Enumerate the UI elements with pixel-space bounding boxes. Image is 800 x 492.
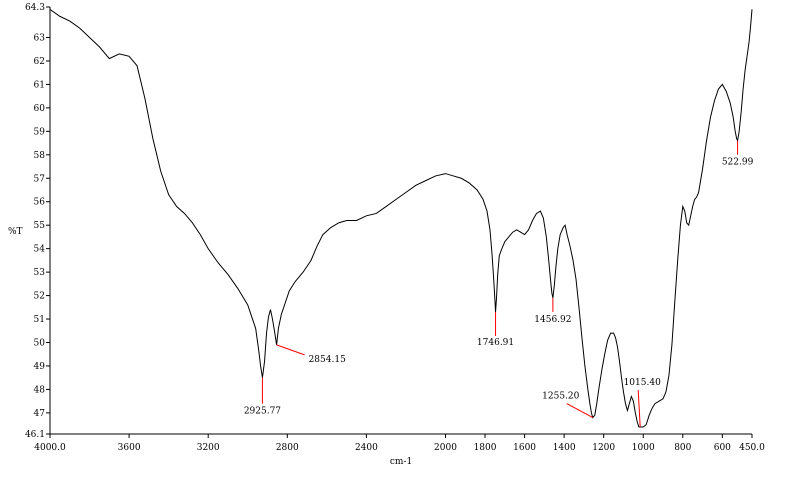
peak-label: 1456.92	[534, 315, 571, 325]
peak-marker	[566, 403, 594, 419]
x-tick-label: 1200	[592, 443, 615, 453]
x-tick-label: 4000.0	[34, 443, 66, 453]
y-tick-label: 56	[34, 198, 46, 208]
y-tick-label: 48	[34, 385, 46, 395]
spectrum-series	[49, 8, 753, 428]
y-tick-label: 46.1	[25, 430, 45, 440]
y-tick-label: 51	[34, 315, 45, 325]
x-tick-label: 1800	[474, 443, 497, 453]
x-tick-label: 600	[714, 443, 731, 453]
x-tick-label: 1000	[632, 443, 655, 453]
y-tick-label: 49	[34, 362, 46, 372]
peak-label: 2925.77	[244, 407, 281, 417]
peak-label: 522.99	[722, 158, 754, 168]
y-tick-label: 54	[34, 245, 46, 255]
x-tick-label: 3600	[118, 443, 141, 453]
y-tick-label: 53	[34, 268, 46, 278]
y-tick-label: 61	[34, 80, 45, 90]
x-tick-label: 2000	[434, 443, 457, 453]
y-tick-label: 57	[34, 174, 46, 184]
peak-label: 1255.20	[542, 392, 579, 402]
y-tick-label: 52	[34, 292, 45, 302]
peak-label: 1015.40	[624, 378, 661, 388]
peak-label: 1746.91	[477, 338, 514, 348]
x-tick-label: 2400	[355, 443, 378, 453]
y-tick-label: 63	[34, 34, 46, 44]
spectrum-line	[49, 8, 753, 428]
x-tick-label: 2800	[276, 443, 299, 453]
x-tick-label: 450.0	[739, 443, 765, 453]
y-axis-ticks: 46.1 47 48 49 50 51 52 53 54 55 56 57 58 59 60 61 62 63 64…	[25, 3, 50, 440]
x-axis-title: cm-1	[390, 457, 412, 467]
y-tick-label: 50	[34, 339, 46, 349]
y-tick-label: 62	[34, 57, 45, 67]
y-tick-label: 55	[34, 221, 46, 231]
x-tick-label: 3200	[197, 443, 220, 453]
peak-annotations: 2925.77 2854.15 1746.91 1456.92 1255.20 1015.…	[244, 140, 754, 427]
y-axis-title: %T	[8, 227, 23, 237]
x-tick-label: 1600	[513, 443, 536, 453]
x-tick-label: 1400	[553, 443, 576, 453]
x-tick-label: 800	[674, 443, 691, 453]
y-tick-label: 64.3	[25, 3, 45, 13]
y-tick-label: 59	[34, 127, 46, 137]
peak-marker	[637, 389, 641, 427]
x-axis-ticks: 4000.0 3600 3200 2800 2400 2000 1800 1600 1400 12…	[34, 434, 765, 453]
y-tick-label: 58	[34, 151, 46, 161]
axes	[49, 7, 752, 435]
y-tick-label: 47	[34, 409, 46, 419]
y-tick-label: 60	[34, 104, 46, 114]
peak-label: 2854.15	[309, 355, 346, 365]
peak-marker	[276, 344, 305, 356]
